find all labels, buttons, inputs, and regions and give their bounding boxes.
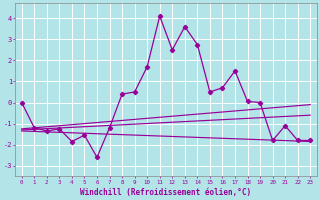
X-axis label: Windchill (Refroidissement éolien,°C): Windchill (Refroidissement éolien,°C) — [80, 188, 252, 197]
